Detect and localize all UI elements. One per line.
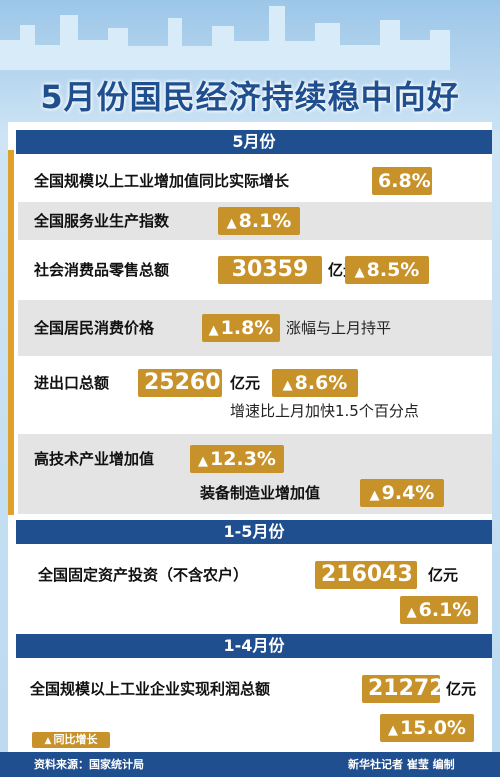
label: 社会消费品零售总额 [34, 261, 170, 279]
value-box: 216043 [315, 561, 417, 589]
label: 全国规模以上工业增加值同比实际增长 [34, 172, 290, 190]
section-header: 1-4月份 [16, 634, 492, 658]
legend-text: 同比增长 [53, 733, 98, 746]
source: 资料来源：国家统计局 [34, 758, 144, 771]
growth-box: ▲ 9.4% [360, 479, 444, 507]
growth: 15.0% [400, 717, 466, 739]
label: 全国规模以上工业企业实现利润总额 [30, 680, 271, 698]
value-box: 30359 [218, 256, 322, 284]
note: 增速比上月加快1.5个百分点 [230, 402, 419, 420]
unit: 亿元 [230, 374, 261, 392]
label: 进出口总额 [34, 374, 110, 392]
value-box: 25260 [138, 369, 222, 397]
growth-box: ▲ 8.1% [218, 207, 300, 235]
label: 全国固定资产投资（不含农户） [38, 566, 249, 584]
footer-bar [0, 752, 500, 777]
growth: 1.8% [220, 317, 274, 339]
growth: 8.1% [238, 210, 292, 232]
note: 涨幅与上月持平 [286, 319, 392, 337]
credit: 新华社记者 崔莹 编制 [348, 758, 455, 771]
growth: 6.1% [418, 599, 472, 621]
unit: 亿元 [446, 680, 477, 698]
value-box: 6.8% [372, 167, 432, 195]
growth-box: ▲ 6.1% [400, 596, 478, 624]
growth-box: ▲ 12.3% [190, 445, 284, 473]
growth: 8.6% [294, 372, 348, 394]
title: 5月份国民经济持续稳中向好 [40, 78, 460, 116]
growth: 12.3% [210, 448, 276, 470]
side-strip [8, 150, 14, 515]
label: 高技术产业增加值 [34, 450, 155, 468]
growth: 8.5% [366, 259, 420, 281]
skyline [0, 6, 450, 70]
legend: ▲ 同比增长 [32, 732, 110, 748]
label: 全国居民消费价格 [34, 319, 155, 337]
growth-box: ▲ 8.5% [345, 256, 429, 284]
sub-label: 装备制造业增加值 [200, 484, 321, 502]
section-header: 5月份 [16, 130, 492, 154]
sub-growth: 9.4% [381, 482, 435, 504]
buildings [0, 6, 450, 70]
section-header: 1-5月份 [16, 520, 492, 544]
value-box: 21272 [362, 675, 445, 703]
label: 全国服务业生产指数 [34, 212, 170, 230]
unit: 亿元 [428, 566, 459, 584]
growth-box: ▲ 15.0% [380, 714, 474, 742]
row [18, 360, 492, 430]
growth-box: ▲ 1.8% [202, 314, 280, 342]
growth-box: ▲ 8.6% [272, 369, 358, 397]
